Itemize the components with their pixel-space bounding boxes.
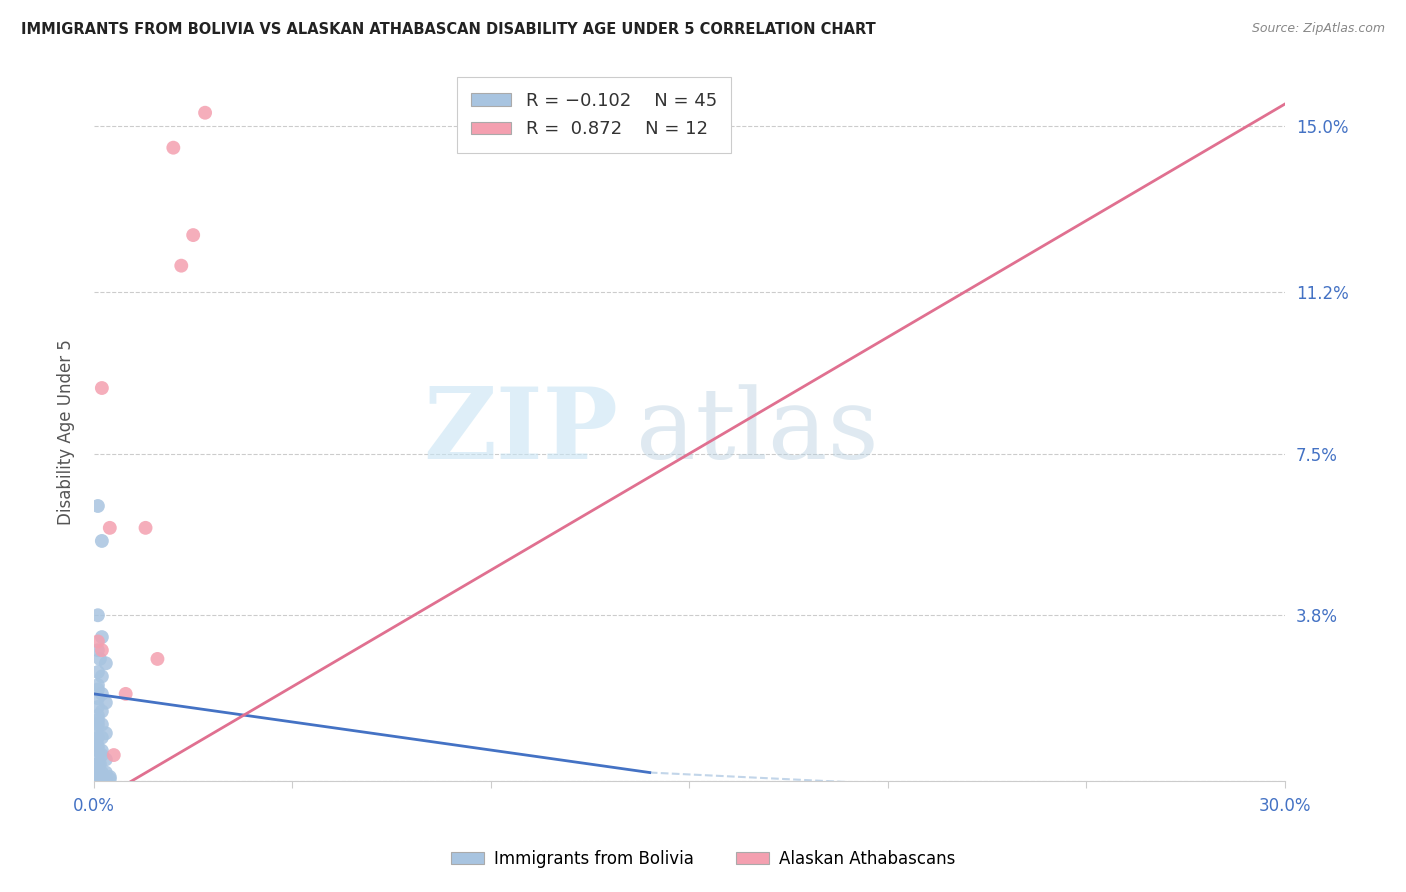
Point: [98, 521, 121, 535]
Point: [87, 739, 110, 754]
Point: [87, 761, 110, 775]
Point: [87, 499, 110, 513]
Point: [94, 657, 117, 671]
Point: [94, 726, 117, 740]
Point: [114, 687, 136, 701]
Point: [87, 713, 110, 727]
Text: atlas: atlas: [636, 384, 879, 480]
Point: [170, 259, 193, 273]
Point: [194, 105, 217, 120]
Point: [87, 756, 110, 771]
Point: [90, 765, 112, 780]
Point: [90, 747, 112, 762]
Point: [87, 634, 110, 648]
Point: [90, 717, 112, 731]
Point: [87, 717, 110, 731]
Point: [87, 770, 110, 784]
Text: ZIP: ZIP: [423, 384, 619, 480]
Point: [87, 691, 110, 706]
Legend: Immigrants from Bolivia, Alaskan Athabascans: Immigrants from Bolivia, Alaskan Athabas…: [444, 844, 962, 875]
Point: [87, 700, 110, 714]
Point: [90, 704, 112, 718]
Point: [87, 682, 110, 697]
Point: [87, 708, 110, 723]
Point: [87, 731, 110, 745]
Point: [103, 747, 125, 762]
Point: [94, 696, 117, 710]
Point: [87, 772, 110, 786]
Point: [89, 756, 111, 771]
Point: [87, 765, 110, 780]
Legend: R = −0.102    N = 45, R =  0.872    N = 12: R = −0.102 N = 45, R = 0.872 N = 12: [457, 78, 731, 153]
Point: [90, 772, 112, 786]
Point: [90, 630, 112, 644]
Point: [84, 735, 107, 749]
Point: [90, 687, 112, 701]
Point: [94, 765, 117, 780]
Y-axis label: Disability Age Under 5: Disability Age Under 5: [58, 339, 75, 524]
Point: [90, 381, 112, 395]
Point: [84, 722, 107, 736]
Text: Source: ZipAtlas.com: Source: ZipAtlas.com: [1251, 22, 1385, 36]
Point: [90, 669, 112, 683]
Point: [98, 772, 121, 786]
Point: [135, 521, 157, 535]
Point: [146, 652, 169, 666]
Point: [87, 678, 110, 692]
Point: [84, 747, 107, 762]
Point: [90, 533, 112, 548]
Point: [87, 744, 110, 758]
Point: [84, 761, 107, 775]
Point: [94, 772, 117, 786]
Point: [90, 731, 112, 745]
Point: [181, 228, 204, 243]
Point: [90, 643, 112, 657]
Point: [90, 744, 112, 758]
Point: [87, 608, 110, 623]
Point: [87, 665, 110, 679]
Point: [87, 643, 110, 657]
Point: [94, 752, 117, 766]
Point: [89, 652, 111, 666]
Point: [90, 770, 112, 784]
Text: IMMIGRANTS FROM BOLIVIA VS ALASKAN ATHABASCAN DISABILITY AGE UNDER 5 CORRELATION: IMMIGRANTS FROM BOLIVIA VS ALASKAN ATHAB…: [21, 22, 876, 37]
Point: [162, 141, 184, 155]
Point: [98, 770, 121, 784]
